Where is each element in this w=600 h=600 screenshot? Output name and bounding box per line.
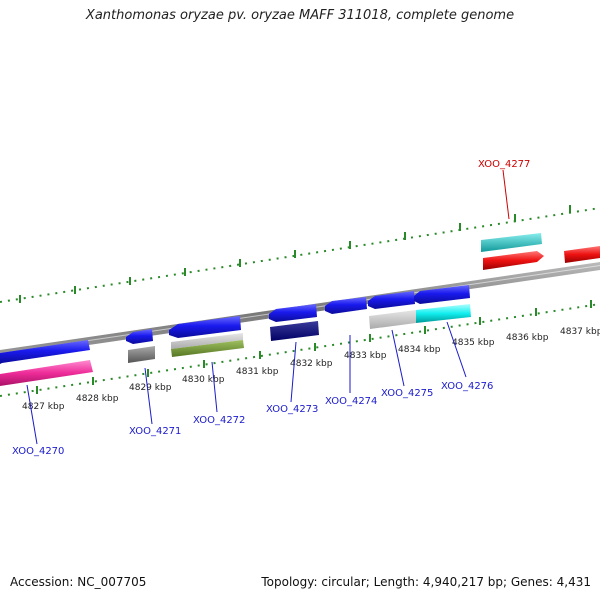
leader-xoo-4270 — [26, 384, 38, 445]
leader-xoo-4271 — [144, 367, 153, 425]
gene-xoo-4276-reverse[interactable] — [416, 304, 471, 323]
scale-label: 4835 kbp — [452, 338, 495, 348]
leader-xoo-4275 — [391, 329, 405, 387]
gene-label-leaders — [26, 169, 510, 445]
scale-labels: 4827 kbp 4828 kbp 4829 kbp 4830 kbp 4831… — [22, 327, 600, 412]
gene-label-xoo-4271[interactable]: XOO_4271 — [129, 426, 181, 437]
gene-xoo-4271-forward[interactable] — [126, 329, 153, 344]
gene-xoo-4275-forward[interactable] — [368, 291, 415, 309]
scale-label: 4836 kbp — [506, 333, 549, 343]
leader-xoo-4277 — [502, 169, 510, 220]
leader-xoo-4276 — [446, 321, 467, 378]
upper-scale-track — [0, 205, 600, 303]
scale-label: 4837 kbp — [560, 327, 600, 337]
gene-xoo-4274-forward[interactable] — [325, 297, 367, 314]
gene-xoo-4272-reverse[interactable] — [171, 340, 244, 357]
gene-red-edge[interactable] — [564, 246, 600, 263]
lower-scale-track — [0, 300, 600, 397]
gene-label-xoo-4277[interactable]: XOO_4277 — [478, 159, 530, 170]
gene-xoo-4277[interactable] — [483, 251, 544, 270]
gene-xoo-4273-forward[interactable] — [269, 304, 317, 322]
leader-xoo-4272 — [211, 361, 218, 413]
scale-label: 4830 kbp — [182, 375, 225, 385]
scale-label: 4829 kbp — [129, 383, 172, 393]
gene-label-xoo-4273[interactable]: XOO_4273 — [266, 404, 318, 415]
scale-label: 4831 kbp — [236, 367, 279, 377]
scale-label: 4833 kbp — [344, 351, 387, 361]
scale-label: 4834 kbp — [398, 345, 441, 355]
lower-dotted-line — [0, 303, 600, 397]
scale-label: 4828 kbp — [76, 394, 119, 404]
gene-xoo-4272-forward[interactable] — [169, 316, 241, 338]
topology-text: Topology: circular; Length: 4,940,217 bp… — [261, 575, 591, 589]
scale-label: 4832 kbp — [290, 359, 333, 369]
gene-xoo-4276-forward[interactable] — [414, 285, 470, 304]
gene-label-xoo-4275[interactable]: XOO_4275 — [381, 388, 433, 399]
page-title: Xanthomonas oryzae pv. oryzae MAFF 31101… — [85, 8, 515, 23]
gene-xoo-4272-light[interactable] — [171, 333, 243, 349]
gene-xoo-4273-reverse[interactable] — [270, 321, 319, 341]
gene-label-xoo-4276[interactable]: XOO_4276 — [441, 381, 493, 392]
gene-label-xoo-4274[interactable]: XOO_4274 — [325, 396, 377, 407]
gene-xoo-4270-reverse[interactable] — [0, 360, 93, 386]
gene-label-xoo-4270[interactable]: XOO_4270 — [12, 446, 64, 457]
gene-xoo-4275-reverse[interactable] — [369, 310, 416, 329]
accession-text: Accession: NC_007705 — [10, 575, 147, 589]
reverse-strand-genes — [0, 304, 471, 386]
upper-genes — [481, 233, 600, 270]
gene-labels: XOO_4270 XOO_4271 XOO_4272 XOO_4273 XOO_… — [12, 159, 530, 457]
gene-xoo-4270-forward[interactable] — [0, 340, 90, 364]
scale-label: 4827 kbp — [22, 402, 65, 412]
forward-strand-genes — [0, 285, 470, 364]
gene-label-xoo-4272[interactable]: XOO_4272 — [193, 415, 245, 426]
gene-xoo-4271-reverse[interactable] — [128, 346, 155, 363]
gene-xoo-4277-teal[interactable] — [481, 233, 542, 252]
leader-xoo-4273 — [290, 341, 297, 403]
